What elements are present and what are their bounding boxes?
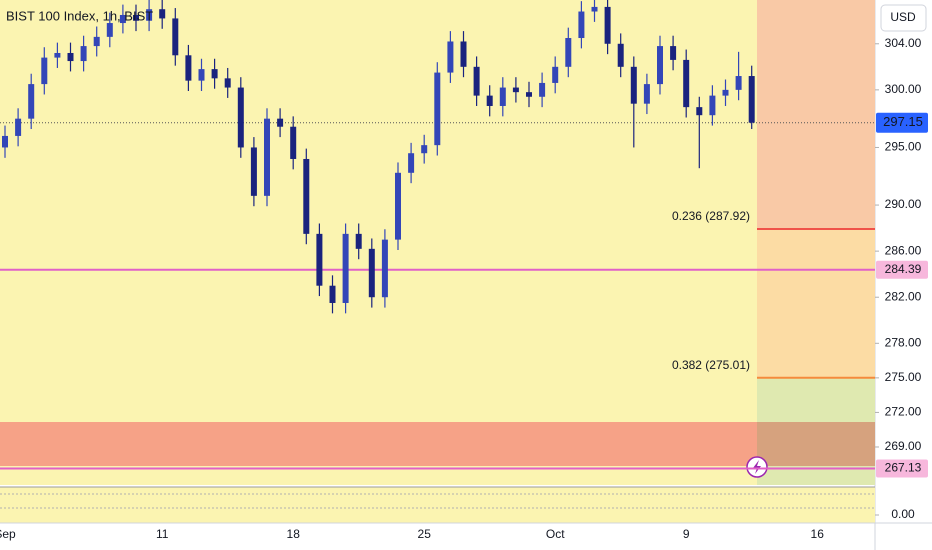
fib-label: 0.236 (287.92) — [672, 209, 750, 223]
y-tick-label: 300.00 — [885, 82, 922, 96]
price-label-box — [876, 459, 928, 478]
candle-body — [722, 89, 729, 96]
fib-zones — [757, 0, 875, 485]
candle-body — [41, 57, 48, 85]
candle-body — [643, 84, 650, 104]
y-tick-label: 275.00 — [885, 370, 922, 384]
price-label: 284.39 — [885, 262, 922, 276]
candle-body — [670, 46, 677, 60]
candle-body — [28, 84, 35, 119]
candle-body — [421, 145, 428, 154]
y-tick-label: 295.00 — [885, 140, 922, 154]
candle-body — [657, 46, 663, 85]
y-tick-label: 282.00 — [885, 289, 922, 303]
volume-zone — [0, 422, 757, 466]
candle-body — [735, 76, 742, 90]
last-price-box — [876, 112, 928, 133]
x-tick-label: Sep — [0, 527, 16, 541]
candle-body — [368, 248, 375, 298]
candle-body — [683, 59, 690, 108]
candle-body — [93, 36, 100, 47]
candle-body — [552, 66, 559, 83]
price-label: 267.13 — [885, 461, 922, 475]
y-tick-label: 286.00 — [885, 243, 922, 257]
candle-body — [80, 46, 87, 62]
candle-body — [54, 52, 61, 58]
candle-body — [486, 95, 493, 106]
candle-body — [526, 92, 532, 97]
candle-body — [499, 87, 506, 106]
candle-body — [237, 87, 244, 148]
price-label-box — [876, 260, 928, 279]
candle-body — [696, 107, 703, 116]
candle-body — [198, 69, 205, 81]
candle-body — [578, 11, 585, 39]
currency: USD — [890, 10, 916, 24]
x-tick-label: 11 — [156, 527, 169, 541]
candle-body — [395, 172, 401, 240]
candle-body — [146, 9, 153, 21]
candle-body — [172, 18, 179, 56]
candle-body — [355, 233, 362, 249]
candle-body — [408, 153, 415, 173]
candle-body — [2, 135, 8, 148]
candle-body — [250, 147, 257, 196]
oscillator-panel — [0, 487, 875, 523]
osc-tick-label: 0.00 — [891, 507, 915, 521]
candle-body — [604, 6, 611, 44]
candle-body — [342, 233, 349, 303]
fib-zone — [757, 0, 875, 230]
candle-body — [748, 76, 755, 123]
candle-body — [67, 52, 74, 62]
y-tick-label: 272.00 — [885, 405, 922, 419]
candle-body — [617, 43, 624, 67]
candle-body — [277, 118, 284, 127]
x-tick-label: 9 — [683, 527, 690, 541]
candle-body — [224, 78, 231, 88]
y-tick-label: 290.00 — [885, 197, 922, 211]
plot: 0.236 (287.92) 0.382 (275.01) — [0, 0, 875, 379]
candle-body — [264, 118, 270, 196]
candle-body — [709, 95, 716, 116]
y-tick-label: 269.00 — [885, 439, 922, 453]
candle-body — [512, 87, 519, 93]
alert-bolt — [753, 460, 761, 474]
candle-body — [119, 14, 126, 24]
candle-body — [211, 69, 218, 79]
candle-body — [185, 55, 192, 81]
fib-label: 0.382 (275.01) — [672, 358, 750, 372]
candle-body — [460, 41, 467, 67]
candle-body — [591, 6, 598, 12]
candle-body — [303, 158, 310, 234]
candle-body — [329, 285, 336, 303]
candle-body — [159, 9, 166, 19]
candle-body — [447, 41, 454, 73]
x-tick-label: 16 — [811, 527, 825, 541]
x-tick-label: 25 — [418, 527, 432, 541]
candle-body — [434, 72, 441, 146]
fib-zone — [757, 422, 875, 466]
x-tick-label: Oct — [546, 527, 565, 541]
candle-body — [133, 14, 139, 21]
chart-title: BIST 100 Index, 1h, BIST — [6, 8, 153, 23]
candle-body — [630, 66, 637, 104]
y-tick-label: 278.00 — [885, 335, 922, 349]
y-tick-label: 304.00 — [885, 36, 922, 50]
candle-body — [565, 38, 572, 67]
currency-button[interactable] — [880, 4, 927, 32]
fib-zone — [757, 229, 875, 378]
candle-body — [106, 23, 113, 37]
candle-body — [473, 66, 480, 96]
candle-body — [539, 82, 546, 97]
candle-body — [290, 126, 297, 159]
candle-body — [15, 118, 22, 136]
candle-body — [381, 239, 388, 298]
x-tick-label: 18 — [287, 527, 301, 541]
candle-body — [316, 233, 323, 286]
last-price-label: 297.15 — [883, 114, 923, 129]
